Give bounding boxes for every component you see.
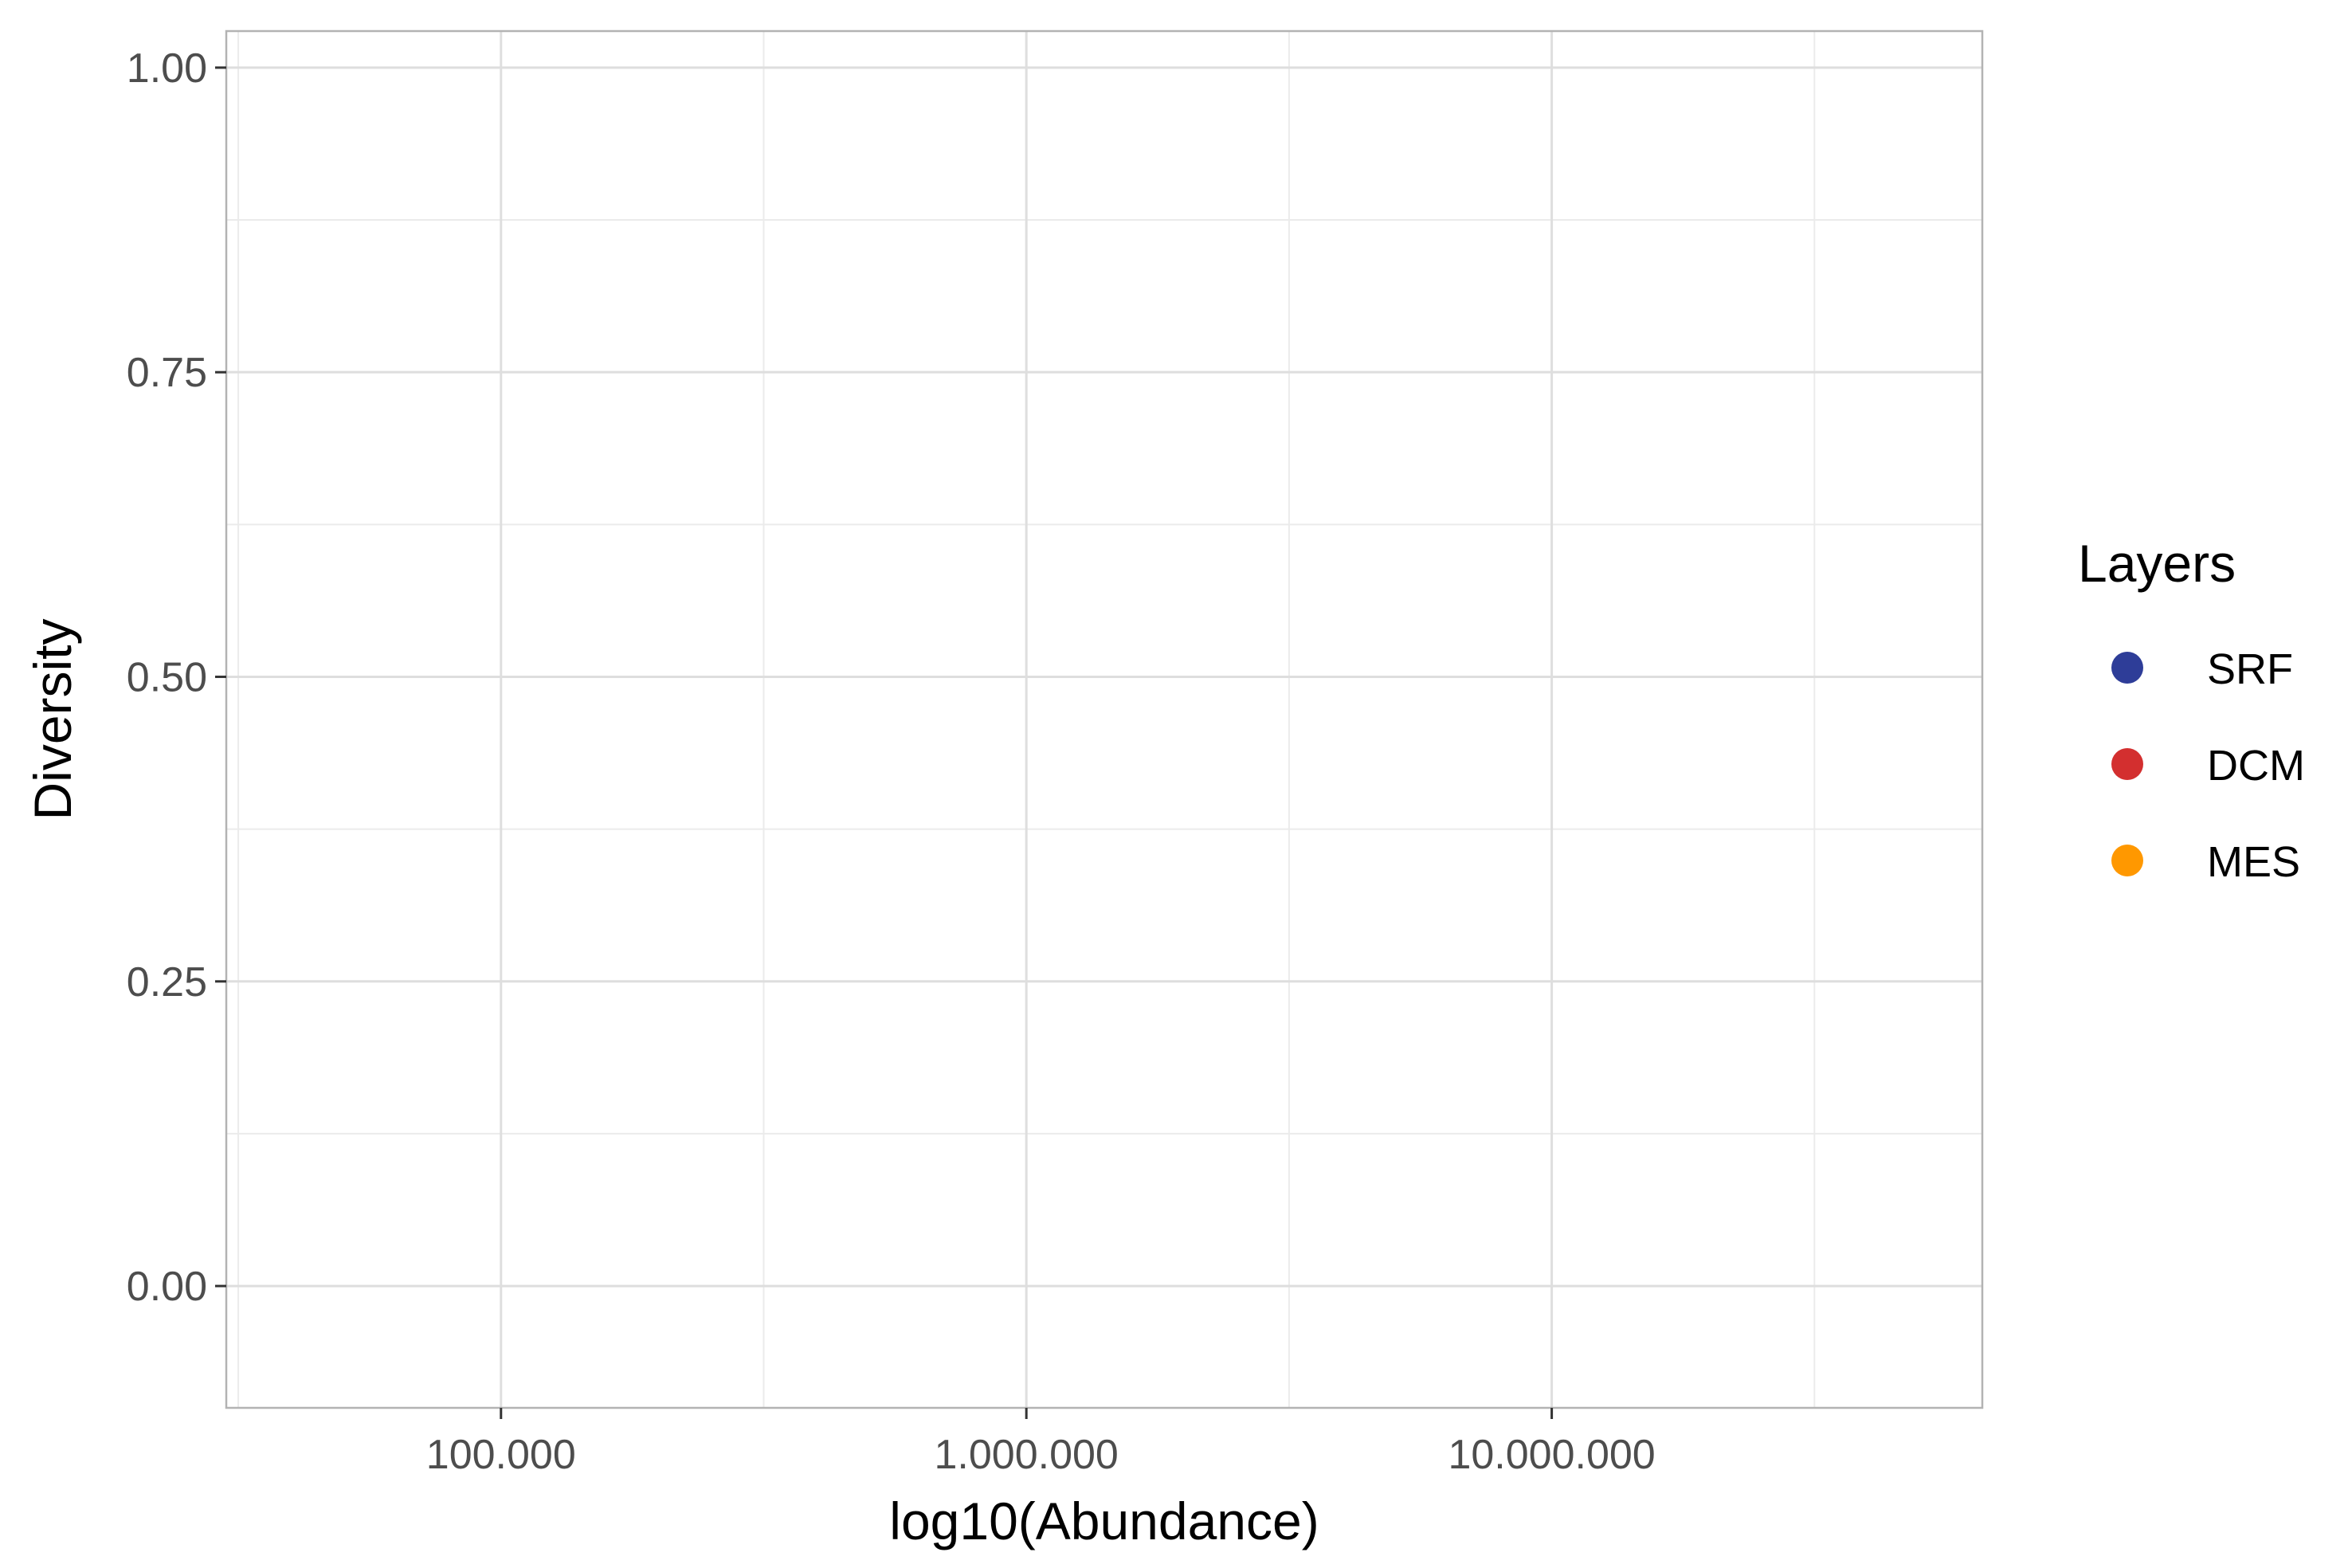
- x-tick-label: 10.000.000: [1448, 1432, 1655, 1478]
- minor-gridlines: [226, 31, 1982, 1408]
- legend-title: Layers: [2078, 534, 2236, 593]
- legend-label-mes: MES: [2207, 838, 2300, 886]
- y-axis-ticks: 0.00 0.25 0.50 0.75 1.00: [127, 45, 226, 1310]
- x-tick-label: 100.000: [426, 1432, 576, 1478]
- y-tick-label: 0.75: [127, 350, 207, 396]
- plot-panel-background: [226, 31, 1982, 1408]
- major-gridlines: [226, 31, 1982, 1408]
- x-tick-label: 1.000.000: [935, 1432, 1119, 1478]
- legend-key-mes: [2111, 845, 2143, 876]
- legend-key-dcm: [2111, 748, 2143, 780]
- x-axis-ticks: 100.000 1.000.000 10.000.000: [426, 1408, 1656, 1478]
- legend-key-srf: [2111, 652, 2143, 684]
- legend-label-srf: SRF: [2207, 645, 2293, 693]
- y-axis-title: Diversity: [23, 618, 82, 820]
- x-axis-title: log10(Abundance): [889, 1492, 1319, 1550]
- y-tick-label: 1.00: [127, 45, 207, 92]
- plot-panel-border: [225, 29, 1984, 1409]
- y-tick-label: 0.00: [127, 1264, 207, 1310]
- legend-entries: SRF DCM MES: [2111, 645, 2305, 886]
- y-tick-label: 0.50: [127, 654, 207, 700]
- y-tick-label: 0.25: [127, 959, 207, 1005]
- legend-label-dcm: DCM: [2207, 742, 2305, 790]
- legend: Layers SRF DCM MES: [2078, 534, 2305, 886]
